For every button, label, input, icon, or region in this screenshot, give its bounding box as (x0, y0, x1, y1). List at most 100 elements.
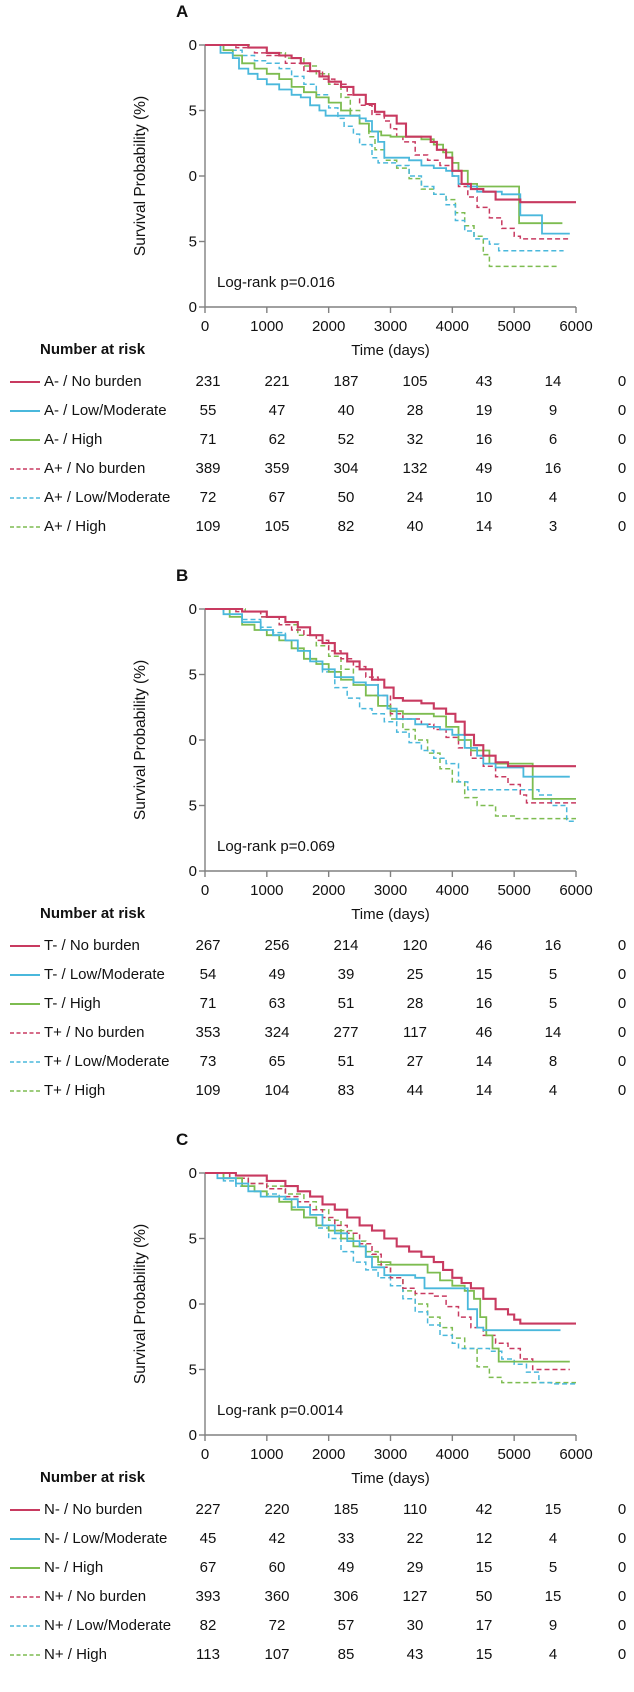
at-risk-count: 29 (406, 1559, 424, 1576)
x-tick-label: 3000 (374, 1446, 407, 1463)
at-risk-count: 107 (264, 1646, 290, 1663)
dashed-line-sample-icon (10, 1596, 40, 1598)
at-risk-count: 62 (268, 431, 286, 448)
at-risk-count: 25 (406, 966, 424, 983)
at-risk-count: 109 (195, 518, 221, 535)
at-risk-count: 120 (402, 937, 428, 954)
y-tick-label: 25 (188, 1362, 197, 1379)
at-risk-count: 0 (617, 1082, 627, 1099)
survival-panel: A Survival Probability (%) 1007550250010… (0, 0, 634, 564)
survival-panel: B Survival Probability (%) 1007550250010… (0, 564, 634, 1128)
km-curve (205, 1171, 576, 1325)
risk-table-row: N+ / No burden 393 360 306 127 50 15 0 (0, 1587, 634, 1607)
series-label: N+ / No burden (44, 1588, 147, 1605)
at-risk-count: 40 (337, 402, 355, 419)
at-risk-count: 47 (268, 402, 286, 419)
series-label: A+ / No burden (44, 460, 146, 477)
log-rank-p-value: Log-rank p=0.0014 (217, 1402, 343, 1419)
at-risk-count: 227 (195, 1501, 221, 1518)
y-tick-label: 100 (188, 37, 197, 54)
x-axis-title: Time (days) (351, 1470, 430, 1487)
at-risk-count: 32 (406, 431, 424, 448)
series-label: N- / High (44, 1559, 104, 1576)
risk-table: A- / No burden 231 221 187 105 43 14 0 A- / Low/… (0, 0, 634, 564)
at-risk-count: 49 (475, 460, 493, 477)
at-risk-count: 0 (617, 1053, 627, 1070)
risk-table-row: A+ / No burden 389 359 304 132 49 16 0 (0, 459, 634, 479)
at-risk-count: 82 (337, 518, 355, 535)
risk-table-header: Number at risk (40, 1469, 146, 1486)
at-risk-count: 16 (544, 937, 562, 954)
at-risk-count: 231 (195, 373, 221, 390)
at-risk-count: 277 (333, 1024, 359, 1041)
at-risk-count: 67 (199, 1559, 217, 1576)
at-risk-count: 50 (475, 1588, 493, 1605)
y-tick-label: 25 (188, 798, 197, 815)
at-risk-count: 4 (548, 1530, 558, 1547)
at-risk-count: 45 (199, 1530, 217, 1547)
at-risk-count: 109 (195, 1082, 221, 1099)
at-risk-count: 389 (195, 460, 221, 477)
x-tick-label: 5000 (497, 882, 530, 899)
at-risk-count: 42 (268, 1530, 286, 1547)
series-label: N+ / High (44, 1646, 107, 1663)
panel-label: C (176, 1130, 189, 1149)
survival-panel: C Survival Probability (%) 1007550250010… (0, 1128, 634, 1692)
at-risk-count: 127 (402, 1588, 428, 1605)
risk-table-row: A+ / High 109 105 82 40 14 3 0 (0, 517, 634, 537)
at-risk-count: 15 (475, 1559, 493, 1576)
at-risk-count: 185 (333, 1501, 359, 1518)
x-tick-label: 5000 (497, 1446, 530, 1463)
at-risk-count: 14 (544, 373, 562, 390)
at-risk-count: 82 (199, 1617, 217, 1634)
risk-table-row: A- / High 71 62 52 32 16 6 0 (0, 430, 634, 450)
at-risk-count: 14 (475, 1053, 493, 1070)
at-risk-count: 14 (475, 1082, 493, 1099)
at-risk-count: 15 (475, 966, 493, 983)
at-risk-count: 16 (544, 460, 562, 477)
at-risk-count: 71 (199, 995, 217, 1012)
at-risk-count: 353 (195, 1024, 221, 1041)
at-risk-count: 72 (199, 489, 217, 506)
risk-table-row: N- / No burden 227 220 185 110 42 15 0 (0, 1500, 634, 1520)
at-risk-count: 113 (196, 1646, 220, 1663)
risk-table-row: T- / High 71 63 51 28 16 5 0 (0, 994, 634, 1014)
x-tick-label: 4000 (436, 1446, 469, 1463)
at-risk-count: 33 (337, 1530, 355, 1547)
risk-table-header: Number at risk (40, 341, 146, 358)
at-risk-count: 324 (264, 1024, 290, 1041)
y-tick-label: 0 (189, 1427, 197, 1444)
dashed-line-sample-icon (10, 1090, 40, 1092)
solid-line-sample-icon (10, 974, 40, 976)
y-tick-label: 0 (189, 863, 197, 880)
at-risk-count: 393 (195, 1588, 221, 1605)
panel-label: B (176, 566, 189, 585)
at-risk-count: 0 (617, 489, 627, 506)
solid-line-sample-icon (10, 1538, 40, 1540)
x-tick-label: 0 (201, 1446, 209, 1463)
series-label: A- / No burden (44, 373, 142, 390)
x-tick-label: 0 (201, 318, 209, 335)
at-risk-count: 304 (333, 460, 359, 477)
at-risk-count: 0 (617, 937, 627, 954)
at-risk-count: 51 (337, 1053, 355, 1070)
y-tick-label: 100 (188, 1165, 197, 1182)
series-label: A- / Low/Moderate (44, 402, 167, 419)
solid-line-sample-icon (10, 945, 40, 947)
y-tick-label: 25 (188, 234, 197, 251)
at-risk-count: 85 (337, 1646, 355, 1663)
at-risk-count: 9 (548, 1617, 558, 1634)
x-tick-label: 2000 (312, 882, 345, 899)
x-tick-label: 1000 (250, 318, 283, 335)
at-risk-count: 105 (402, 373, 428, 390)
x-axis-title: Time (days) (351, 906, 430, 923)
at-risk-count: 39 (337, 966, 355, 983)
x-tick-label: 1000 (250, 1446, 283, 1463)
km-curve (205, 608, 570, 778)
at-risk-count: 43 (475, 373, 493, 390)
km-curve (205, 44, 564, 252)
at-risk-count: 187 (333, 373, 359, 390)
at-risk-count: 15 (544, 1501, 562, 1518)
at-risk-count: 0 (617, 460, 627, 477)
risk-table: N- / No burden 227 220 185 110 42 15 0 N- / Low/… (0, 1128, 634, 1692)
